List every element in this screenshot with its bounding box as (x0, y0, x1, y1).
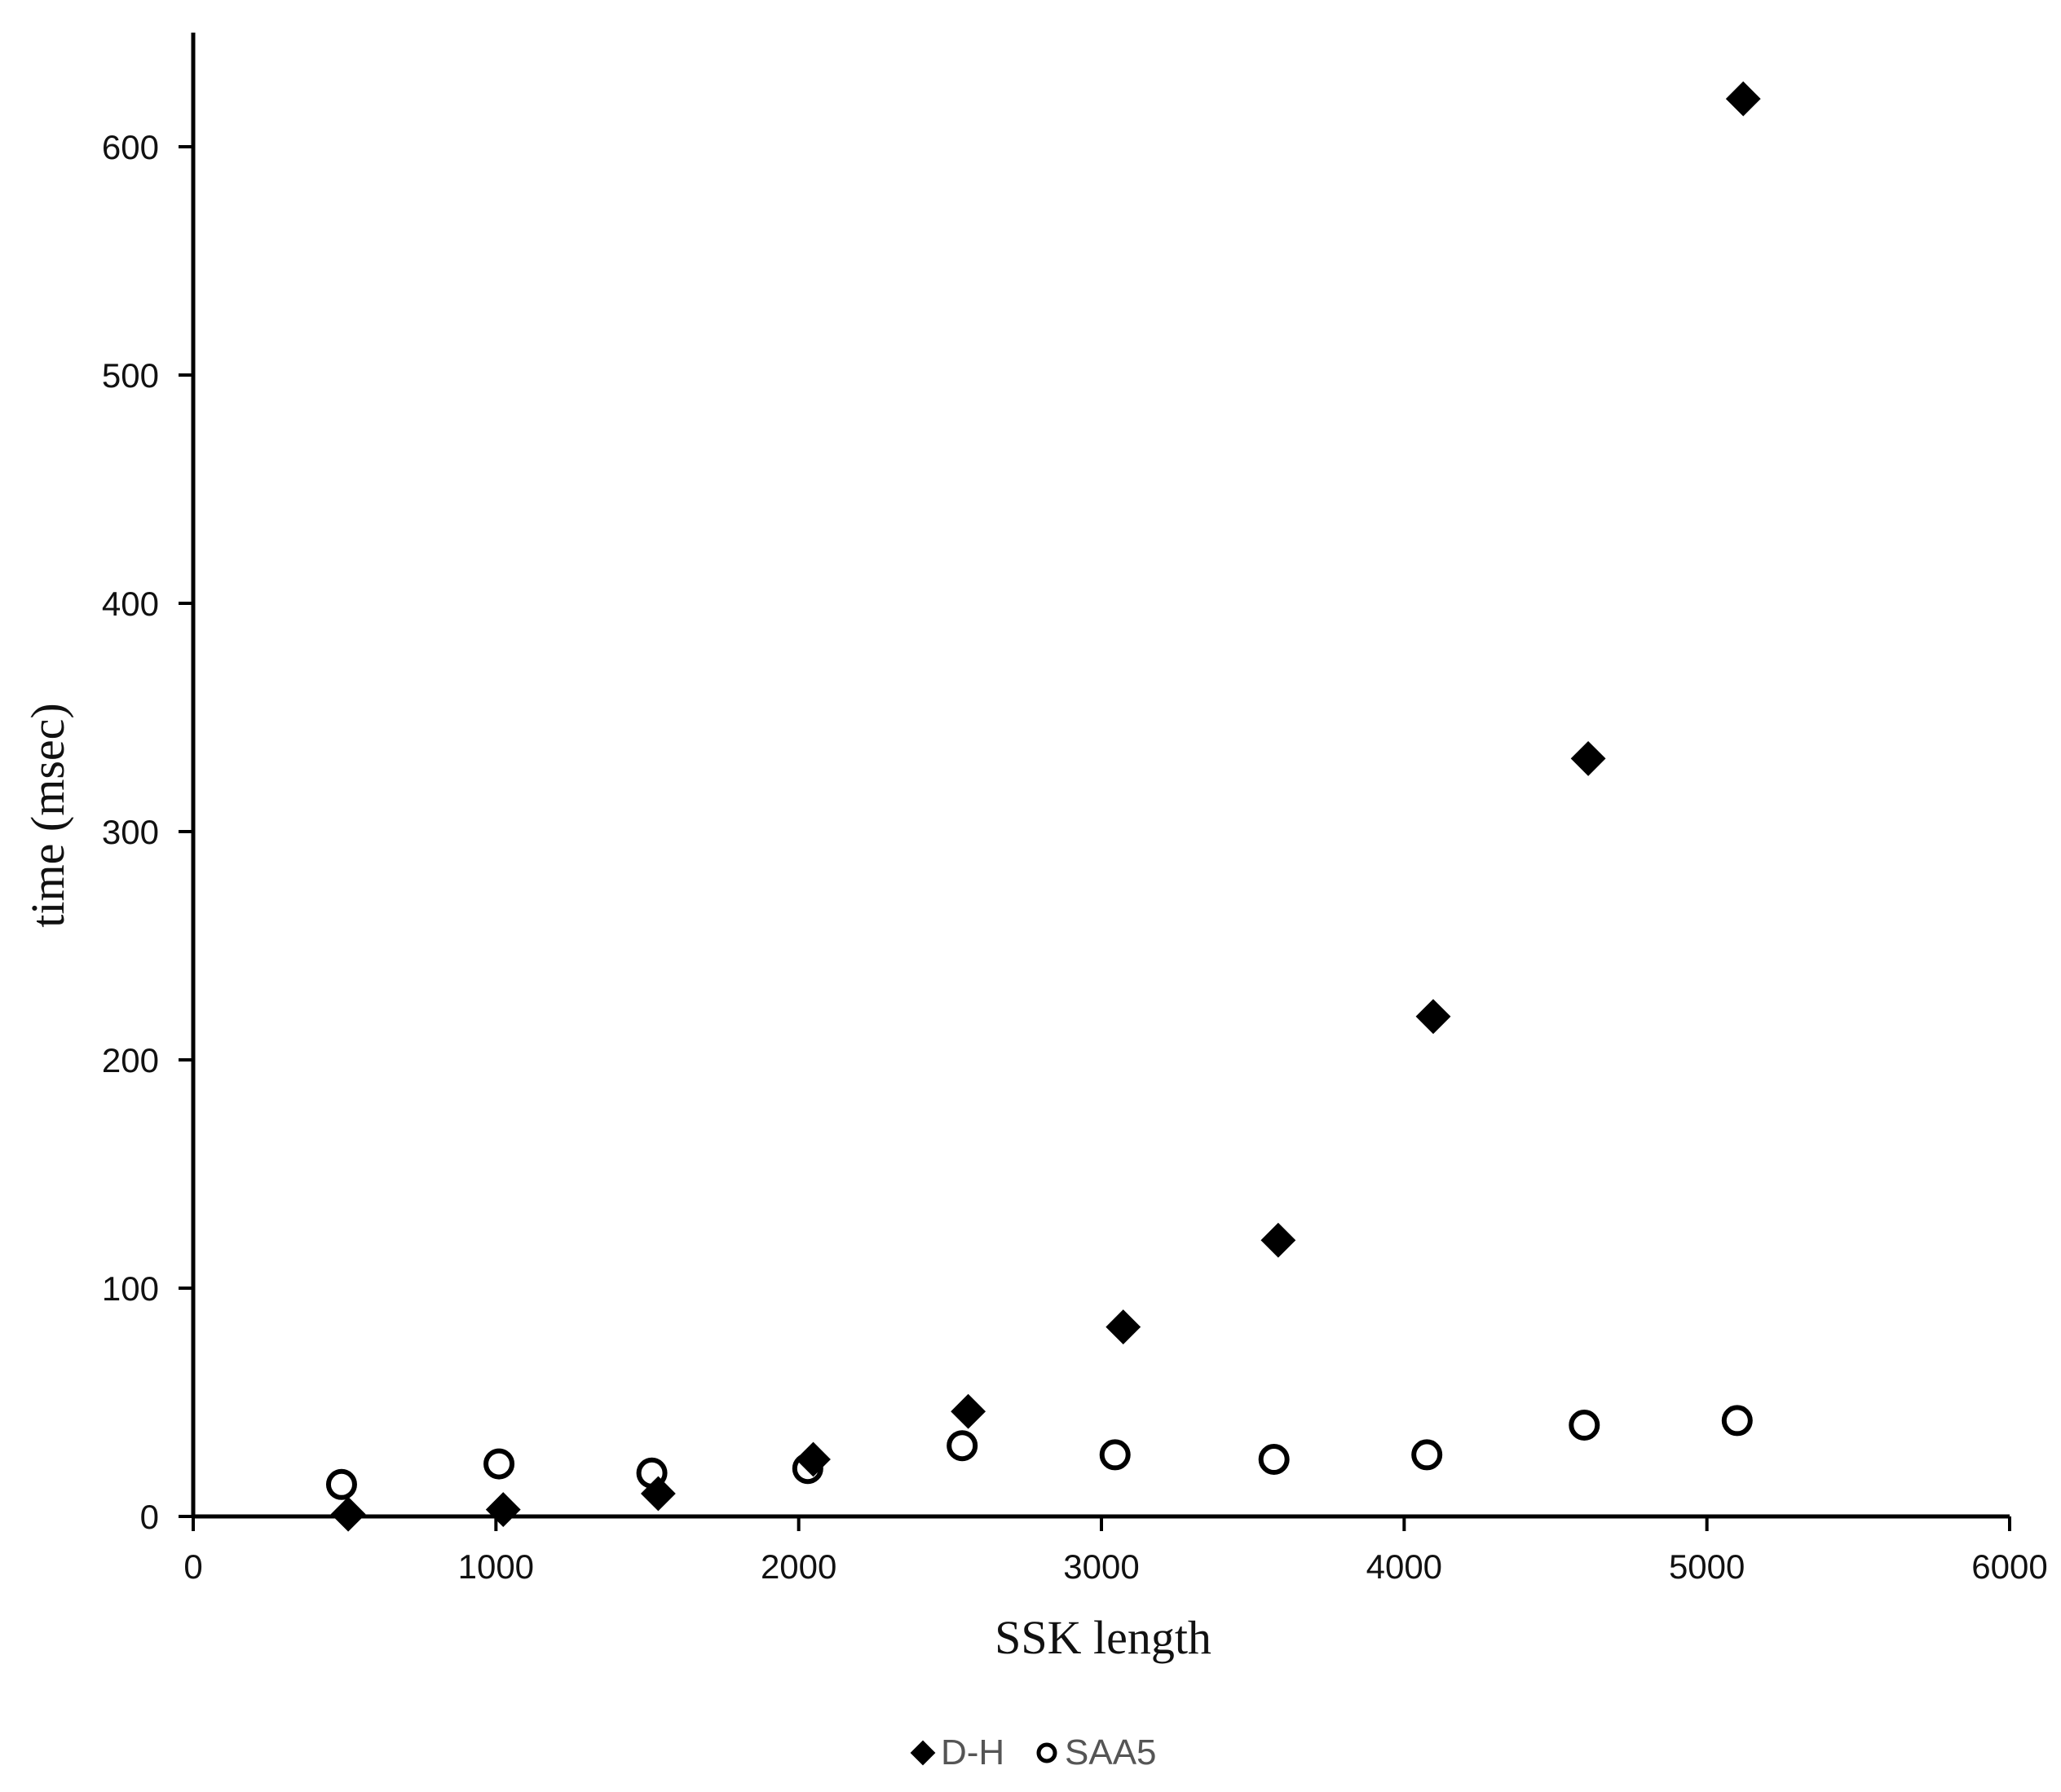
data-point-circle (325, 1468, 357, 1500)
data-point-circle (947, 1430, 978, 1462)
legend-marker-diamond (910, 1740, 936, 1766)
data-point-diamond (796, 1441, 831, 1477)
data-point-diamond (1725, 81, 1761, 117)
x-tick-label: 6000 (1971, 1547, 2047, 1586)
data-point-diamond (951, 1393, 986, 1429)
data-point-diamond (485, 1492, 521, 1528)
legend-item: D-H (910, 1732, 1004, 1772)
data-point-circle (1569, 1410, 1600, 1441)
x-tick-label: 2000 (761, 1547, 836, 1586)
data-point-diamond (1260, 1222, 1296, 1258)
data-point-circle (483, 1448, 515, 1480)
legend-label: SAA5 (1065, 1732, 1157, 1772)
x-tick-label: 0 (183, 1547, 202, 1586)
legend: D-H SAA5 (910, 1732, 1157, 1772)
data-point-diamond (1570, 740, 1606, 776)
y-tick-label: 300 (102, 813, 159, 851)
y-tick-label: 400 (102, 585, 159, 623)
axes (191, 33, 2010, 1519)
x-axis-ticks: 0 1000 2000 3000 4000 5000 6000 (183, 1516, 2048, 1586)
y-tick-label: 200 (102, 1041, 159, 1079)
x-tick-label: 3000 (1063, 1547, 1139, 1586)
legend-marker-circle (1036, 1742, 1057, 1763)
data-point-diamond (1106, 1309, 1141, 1345)
data-points (325, 81, 1761, 1532)
x-tick-label: 5000 (1669, 1547, 1745, 1586)
data-point-diamond (330, 1496, 366, 1532)
y-tick-label: 600 (102, 128, 159, 166)
y-tick-label: 500 (102, 356, 159, 395)
legend-item: SAA5 (1036, 1732, 1157, 1772)
y-tick-label: 0 (140, 1498, 159, 1536)
y-tick-label: 100 (102, 1269, 159, 1308)
data-point-circle (1099, 1439, 1131, 1471)
series-saa5 (325, 1405, 1753, 1500)
x-tick-label: 1000 (458, 1547, 534, 1586)
series-d-h (330, 81, 1761, 1532)
y-axis-ticks: 0 100 200 300 400 500 600 (102, 128, 193, 1536)
legend-label: D-H (941, 1732, 1004, 1772)
data-point-circle (1411, 1439, 1443, 1471)
data-point-circle (1258, 1444, 1290, 1475)
data-point-diamond (1415, 999, 1451, 1035)
x-axis-title: SSK length (995, 1611, 1211, 1664)
data-point-diamond (640, 1476, 676, 1512)
x-tick-label: 4000 (1366, 1547, 1442, 1586)
y-axis-title: time (msec) (21, 703, 74, 927)
data-point-circle (1721, 1405, 1753, 1437)
